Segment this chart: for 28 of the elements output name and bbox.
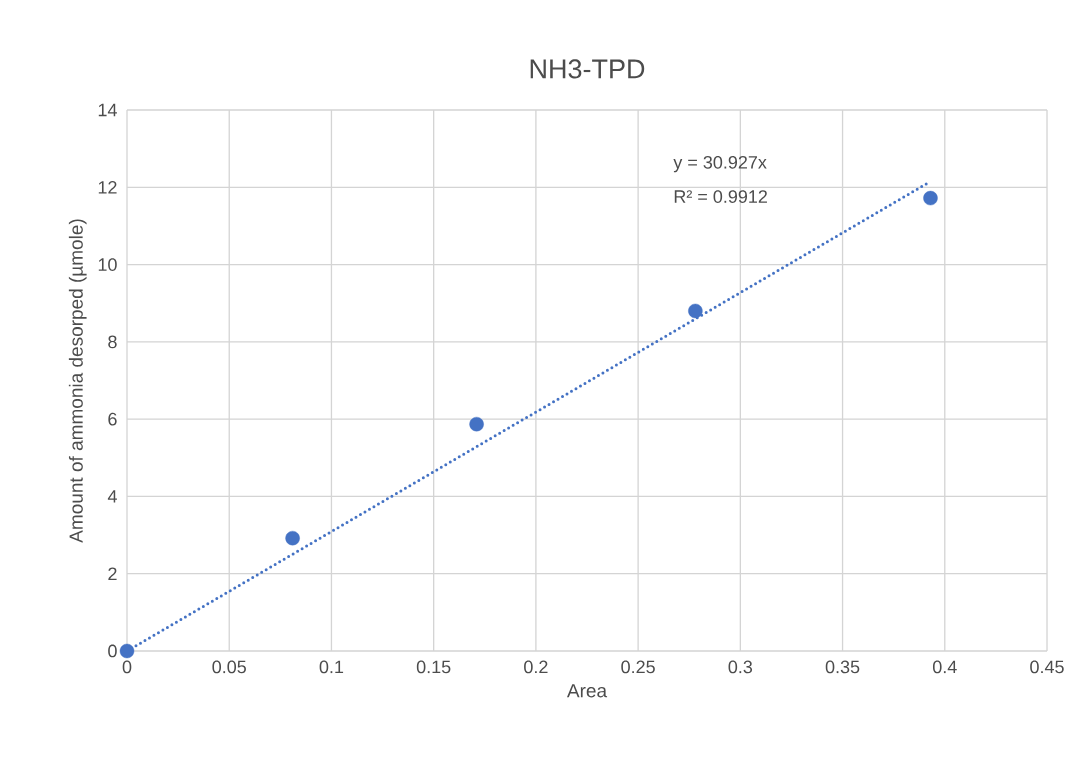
point <box>469 416 484 432</box>
annotation: R² = 0.9912 <box>674 190 767 203</box>
x-tick-label: 0.3 <box>728 660 753 674</box>
x-tick-label: 0.2 <box>524 660 548 674</box>
y-axis-title: Amount of ammonia desorped (µmole) <box>68 219 87 543</box>
point <box>688 303 703 319</box>
y-tick-label: 4 <box>107 490 117 503</box>
x-tick-label: 0.1 <box>319 660 344 674</box>
point <box>923 190 938 206</box>
y-tick-label: 14 <box>98 103 117 117</box>
point <box>119 643 135 659</box>
x-tick-label: 0.15 <box>416 660 451 674</box>
y-tick-label: 2 <box>108 567 117 580</box>
x-axis-title: Area <box>566 684 608 698</box>
x-tick-label: 0.05 <box>212 660 246 674</box>
x-tick-label: 0.45 <box>1030 660 1064 674</box>
y-tick-label: 10 <box>98 258 117 271</box>
x-tick-label: 0 <box>122 660 132 674</box>
chart-title: NH3-TPD <box>530 59 645 79</box>
x-tick-label: 0.4 <box>932 660 957 674</box>
x-tick-label: 0.35 <box>825 660 860 674</box>
point <box>285 530 300 546</box>
y-tick-label: 12 <box>98 180 117 194</box>
annotation: y = 30.927x <box>673 155 767 173</box>
y-tick-label: 0 <box>108 644 117 658</box>
y-tick-label: 8 <box>108 335 117 349</box>
x-tick-label: 0.25 <box>621 660 655 674</box>
y-tick-label: 6 <box>108 412 117 426</box>
